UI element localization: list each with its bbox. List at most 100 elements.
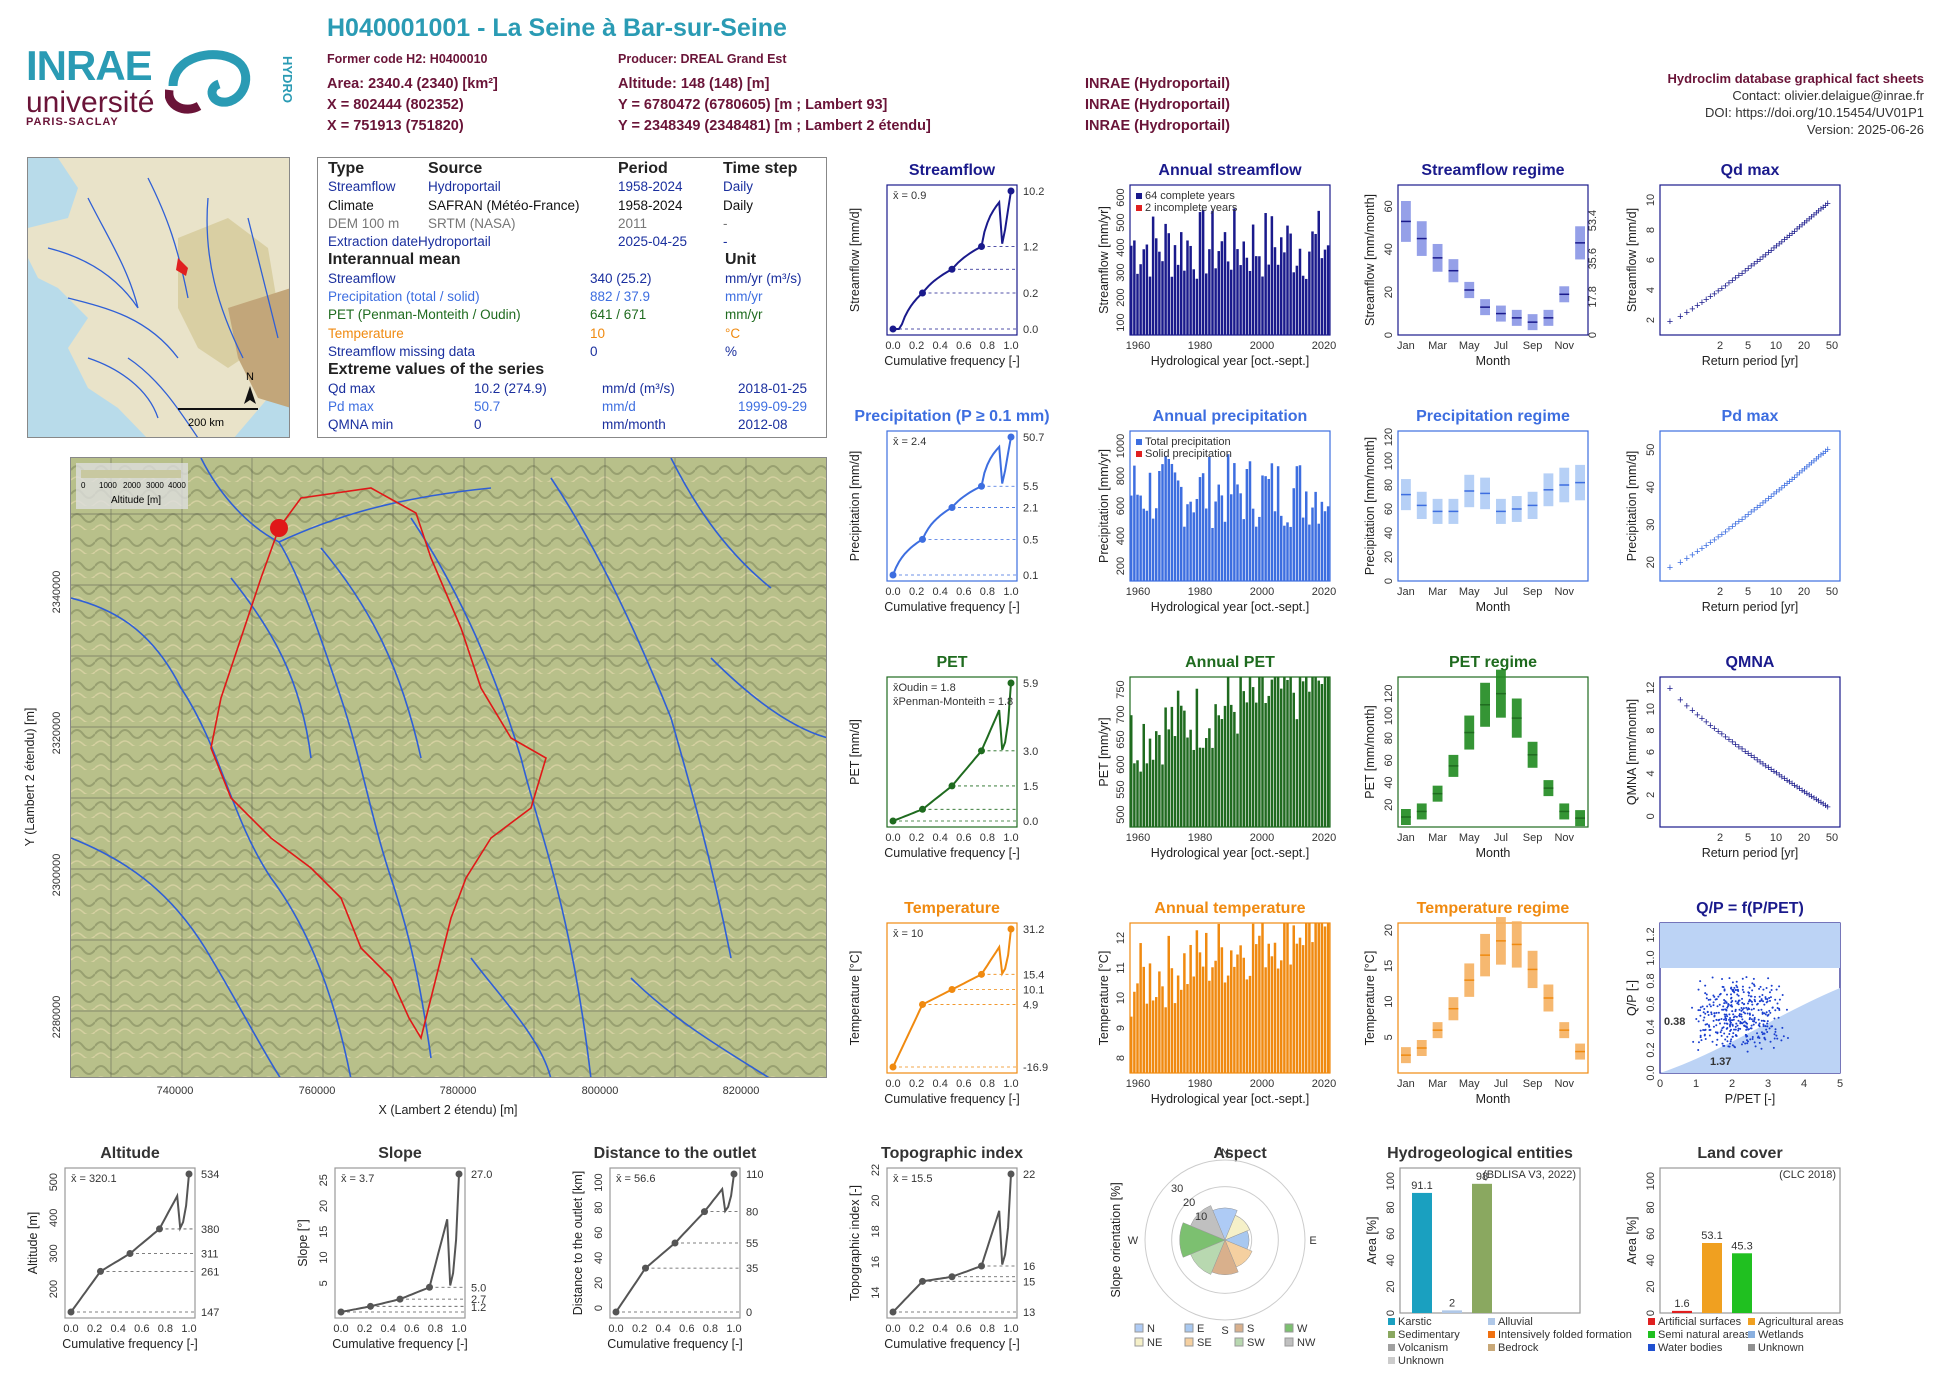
annual-bar — [1267, 264, 1270, 335]
scatter-point — [1741, 997, 1744, 1000]
scatter-point — [1745, 1006, 1748, 1009]
x-tick: 1.0 — [181, 1323, 196, 1335]
scatter-point — [1723, 1018, 1726, 1021]
scatter-point — [1753, 1017, 1756, 1020]
catchment-marker — [176, 258, 188, 276]
x-tick: 0.2 — [632, 1323, 647, 1335]
x-axis-label: Hydrological year [oct.-sept.] — [1151, 354, 1309, 368]
legend-swatch — [1134, 1337, 1144, 1347]
return-point: + — [1719, 529, 1725, 541]
x-tick: 50 — [1826, 340, 1838, 352]
contact[interactable]: Contact: olivier.delaigue@inrae.fr — [1732, 88, 1924, 103]
x-tick: Mar — [1428, 832, 1447, 844]
return-point: + — [1773, 768, 1779, 780]
legend-tick-0: 0 — [81, 481, 86, 490]
return-point: + — [1719, 729, 1725, 741]
scatter-point — [1763, 1003, 1766, 1006]
plot-frame — [64, 1167, 196, 1319]
x-axis-label: Cumulative frequency [-] — [607, 1337, 742, 1351]
x-tick: Nov — [1554, 1078, 1574, 1090]
catchment-map[interactable]: 0 1000 2000 3000 4000 Altitude [m] — [70, 457, 827, 1078]
right-tick: 2.7 — [471, 1294, 486, 1306]
chart-landcover: Land cover (CLC 2018) 1.6 53.1 45.3 0 20 40 60 80… — [1625, 1145, 1844, 1354]
scatter-point — [1722, 1005, 1725, 1008]
scatter-point — [1734, 1028, 1737, 1031]
x-tick: Sep — [1523, 1078, 1543, 1090]
y-tick: 100 — [1383, 707, 1395, 725]
x-tick: 2 — [1717, 586, 1723, 598]
doi[interactable]: DOI: https://doi.org/10.15454/UV01P1 — [1705, 105, 1924, 120]
ring-label: 20 — [1183, 1197, 1195, 1209]
return-point: + — [1677, 557, 1683, 569]
y-tick: 20 — [1383, 924, 1395, 936]
annual-bar — [1220, 719, 1224, 827]
annual-bar — [1308, 691, 1311, 827]
annual-bar — [1239, 677, 1242, 827]
annual-bar — [1158, 971, 1161, 1073]
chart-title: Q/P = f(P/PET) — [1696, 900, 1804, 917]
right-tick: 534 — [201, 1169, 219, 1181]
y-axis-label: Slope [°] — [296, 1219, 310, 1266]
scatter-point — [1749, 995, 1752, 998]
right-tick: 1.2 — [471, 1302, 486, 1314]
legend-label: Agricultural areas — [1758, 1316, 1844, 1328]
y-tick: 60 — [1383, 754, 1395, 766]
scatter-point — [1751, 982, 1754, 985]
table-row: Climate SAFRAN (Météo-France) 1958-2024 Dai… — [328, 197, 754, 213]
scatter-point — [1774, 998, 1777, 1001]
scatter-point — [1705, 997, 1708, 1000]
scatter-point — [1764, 997, 1767, 1000]
scatter-point — [1726, 1006, 1729, 1009]
annual-bar — [1145, 1003, 1149, 1073]
info-header-row: Type Source Period Time step — [328, 160, 816, 178]
annual-bar — [1286, 225, 1289, 335]
scatter-point — [1754, 1045, 1757, 1048]
annual-bar — [1176, 264, 1180, 335]
scatter-point — [1704, 1037, 1707, 1040]
scatter-point — [1712, 1019, 1715, 1022]
x-tick: 0.6 — [134, 1323, 149, 1335]
scatter-point — [1766, 1025, 1769, 1028]
y-tick: 4 — [1645, 287, 1657, 293]
annual-bar — [1189, 245, 1192, 335]
scatter-point — [1758, 987, 1761, 990]
quantile-point — [126, 1250, 134, 1258]
return-point: + — [1765, 493, 1771, 505]
scatter-point — [1744, 1042, 1747, 1045]
scatter-point — [1728, 1018, 1731, 1021]
scatter-point — [1774, 1009, 1777, 1012]
station-info-table: Type Source Period Time step Streamflow Hydr… — [317, 157, 827, 438]
y-axis-label: Precipitation [mm/month] — [1363, 437, 1377, 575]
return-point: + — [1726, 524, 1732, 536]
y-tick: 600 — [1115, 188, 1127, 206]
scatter-point — [1760, 1047, 1763, 1050]
y-tick: 1000 — [1115, 434, 1127, 458]
scatter-point — [1736, 986, 1739, 989]
return-point: + — [1762, 760, 1768, 772]
return-point: + — [1707, 720, 1713, 732]
table-row: PET (Penman-Monteith / Oudin) 641 / 671 mm… — [328, 307, 763, 323]
y-lambert2: Y = 2348349 (2348481) [m ; Lambert 2 éte… — [618, 118, 931, 134]
scatter-point — [1735, 980, 1738, 983]
legend-swatch — [1136, 451, 1142, 457]
annual-bar — [1236, 954, 1239, 1073]
france-overview-map[interactable]: 200 km N — [27, 157, 290, 438]
quantile-point — [67, 1308, 75, 1316]
quantile-point — [978, 970, 985, 978]
annual-bar — [1280, 688, 1283, 827]
catchment-boundary — [210, 487, 547, 1041]
annual-bar — [1248, 677, 1252, 827]
annual-bar — [1230, 950, 1233, 1073]
right-tick: 1.2 — [1023, 242, 1038, 254]
legend-label: E — [1197, 1323, 1204, 1335]
annual-bar — [1139, 771, 1142, 827]
y-axis-label: Streamflow [mm/d] — [1625, 208, 1639, 312]
scatter-point — [1702, 1029, 1705, 1032]
chart-precip_regime: Precipitation regime Jan Mar May Jul Sep Nov 0 2… — [1363, 408, 1589, 614]
return-point: + — [1768, 245, 1774, 257]
y-axis-label: Streamflow [mm/yr] — [1097, 206, 1111, 314]
y-tick: 6 — [1645, 257, 1657, 263]
scatter-point — [1708, 1034, 1711, 1037]
right-tick: 15 — [1023, 1276, 1035, 1288]
y-tick: 12 — [1645, 682, 1657, 694]
